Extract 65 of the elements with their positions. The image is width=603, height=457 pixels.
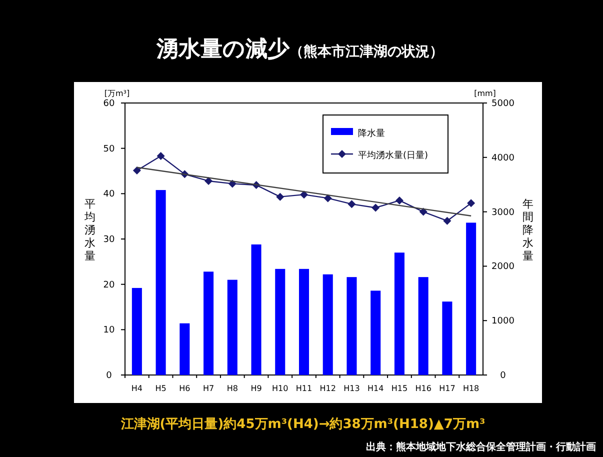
y-tick-label: 30 <box>103 235 115 245</box>
legend-label: 降水量 <box>358 128 385 139</box>
chart-title: 湧水量の減少 <box>156 37 290 62</box>
y2-axis-title: 年間降水量 <box>522 198 534 262</box>
point <box>276 192 284 201</box>
x-tick-label: H9 <box>250 384 262 393</box>
bar <box>346 277 357 375</box>
source-note: 出典：熊本地域地下水総合保全管理計画・行動計画 <box>366 441 596 453</box>
point <box>204 176 213 185</box>
bar <box>180 323 190 375</box>
x-tick-label: H12 <box>320 384 336 393</box>
y2-tick-label: 0 <box>500 371 506 381</box>
x-tick-label: H11 <box>296 384 312 393</box>
point <box>467 199 476 208</box>
bar <box>132 288 142 375</box>
x-tick-label: H18 <box>462 384 480 393</box>
y2-tick-label: 1000 <box>492 316 515 327</box>
y-tick-label: 0 <box>106 371 112 381</box>
x-tick-label: H14 <box>368 384 384 393</box>
y-tick-label: 10 <box>103 326 115 336</box>
x-tick-label: H16 <box>415 384 432 393</box>
y2-tick-label: 4000 <box>492 153 515 164</box>
point <box>300 190 308 199</box>
point <box>372 204 380 212</box>
x-tick-label: H13 <box>344 384 360 393</box>
y-tick-label: 60 <box>103 99 115 109</box>
bar <box>298 268 310 375</box>
y2-tick-label: 3000 <box>492 208 515 218</box>
bar <box>251 244 262 375</box>
bar <box>322 274 333 375</box>
y-tick-label: 40 <box>103 190 115 200</box>
point <box>395 196 404 204</box>
x-tick-label: H5 <box>155 384 166 393</box>
y2-tick-label: 2000 <box>492 262 515 272</box>
bar <box>156 190 166 375</box>
point <box>348 200 356 208</box>
y-tick-label: 50 <box>103 144 115 154</box>
text: [mm] <box>474 89 496 98</box>
x-tick-label: H6 <box>179 384 190 393</box>
x-tick-label: H17 <box>439 384 456 393</box>
chart-subtitle: （熊本市江津湖の状況） <box>290 43 444 60</box>
y-tick-label: 20 <box>103 280 115 290</box>
x-tick-label: H8 <box>226 384 238 393</box>
legend-label: 平均湧水量(日量) <box>358 150 428 161</box>
x-tick-label: H15 <box>391 384 408 393</box>
bar <box>466 222 476 375</box>
point <box>419 208 428 216</box>
point <box>156 152 165 160</box>
text: 江津湖(平均日量)約45万m³(H4)→約38万m³(H18)▲7万m³ <box>120 417 486 432</box>
y2-tick-label: 5000 <box>492 99 515 109</box>
point <box>132 166 141 175</box>
point <box>443 216 452 225</box>
bar <box>442 302 452 375</box>
x-tick-label: H4 <box>131 384 142 393</box>
bar <box>204 272 214 375</box>
bar <box>370 290 381 375</box>
text: [万m³] <box>104 89 130 98</box>
y-axis-title: 平均湧水量 <box>84 198 96 262</box>
bar <box>227 280 238 375</box>
bar <box>275 268 286 375</box>
bar <box>418 277 428 375</box>
x-tick-label: H10 <box>272 384 288 393</box>
x-tick-label: H7 <box>202 384 214 393</box>
point <box>324 194 332 202</box>
bar <box>394 252 404 375</box>
